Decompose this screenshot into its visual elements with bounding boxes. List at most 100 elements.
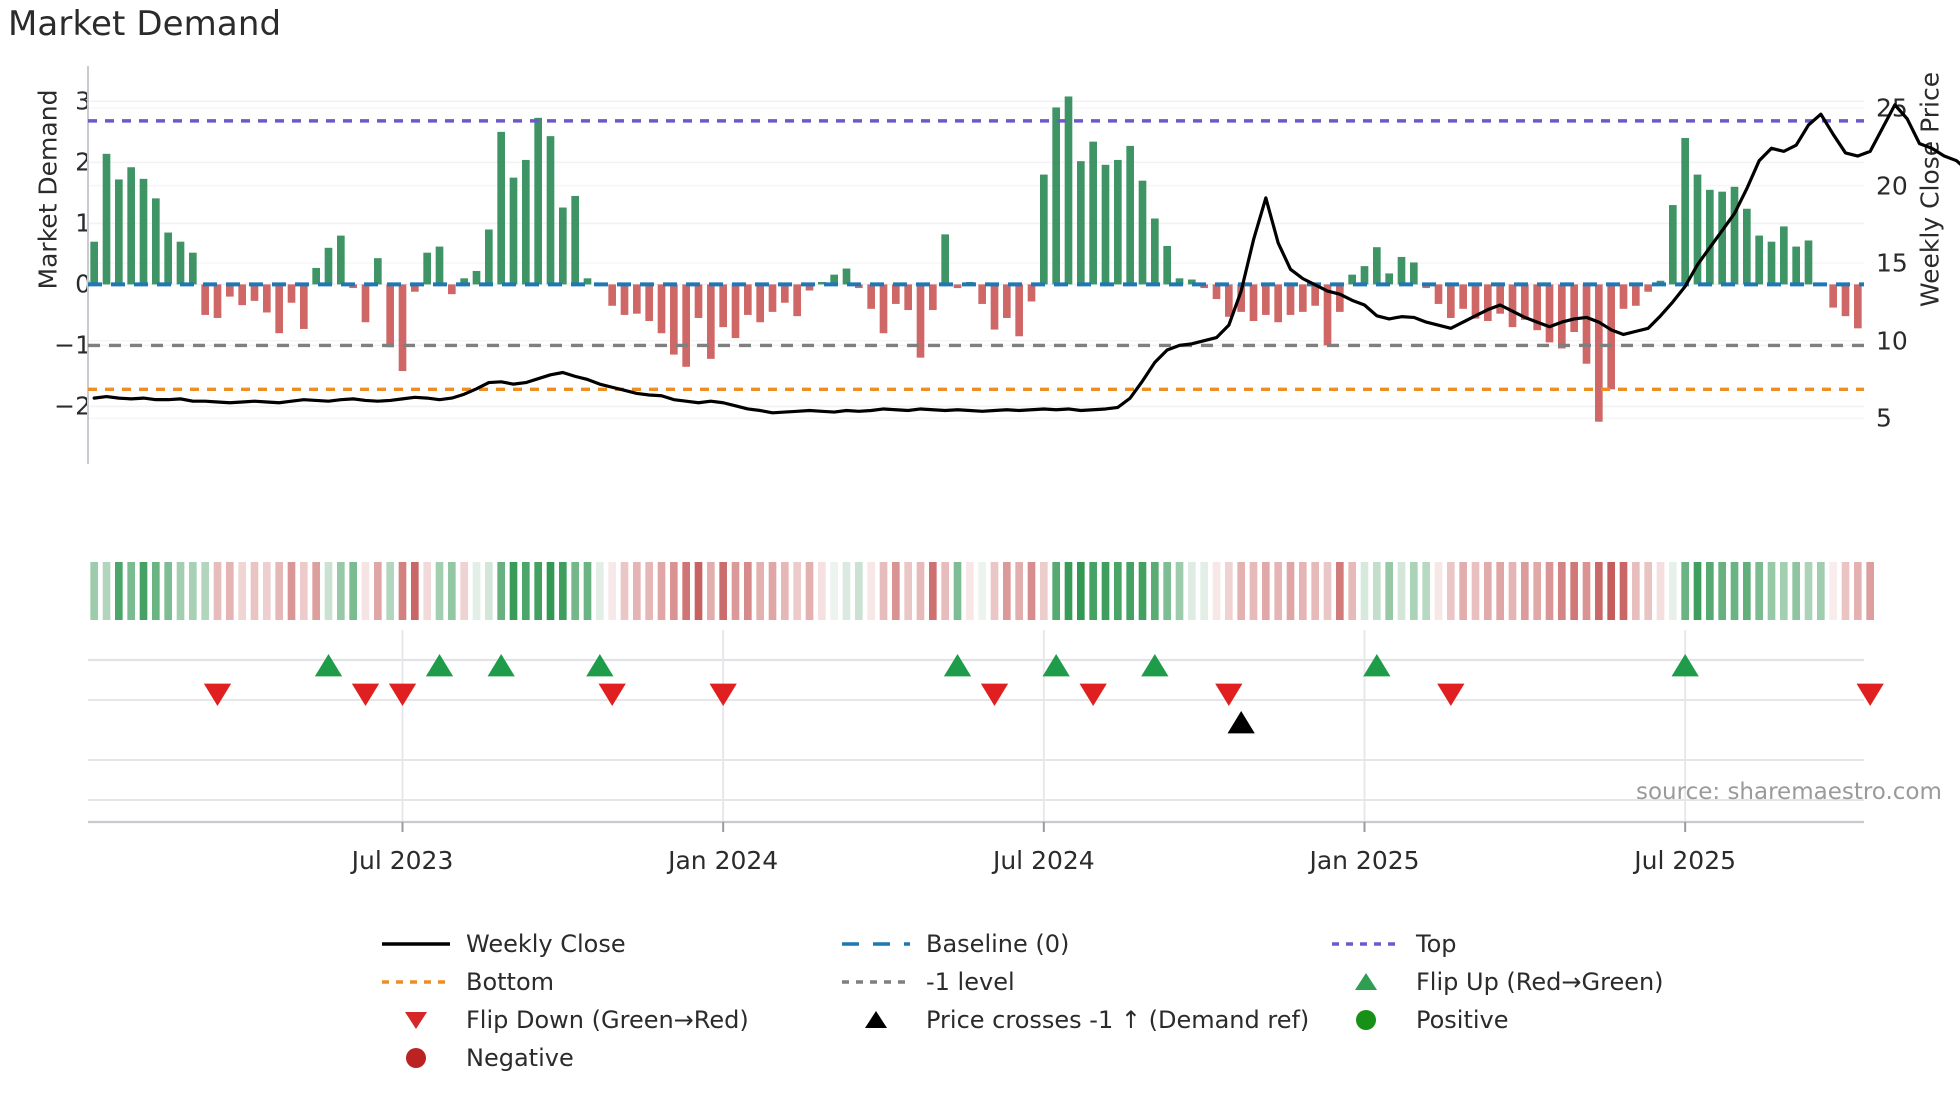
y-tick-label-left: −2 xyxy=(54,391,91,421)
heatmap-cell xyxy=(522,562,530,620)
demand-bar-negative xyxy=(805,284,814,291)
legend-label: Bottom xyxy=(466,968,555,996)
triangle-down-icon xyxy=(380,1007,452,1033)
heatmap-cell xyxy=(990,562,999,620)
heatmap-cell xyxy=(534,562,542,620)
demand-bar-positive xyxy=(830,274,838,285)
flip-up-marker xyxy=(1671,654,1699,677)
demand-bar-positive xyxy=(1064,96,1073,285)
heatmap-cell xyxy=(1299,562,1307,620)
heatmap-cell xyxy=(1718,562,1726,620)
flip-down-marker xyxy=(1437,683,1465,706)
heatmap-cell xyxy=(1126,562,1134,620)
demand-bar-positive xyxy=(1052,107,1060,285)
heatmap-cell xyxy=(966,562,974,620)
flip-down-marker xyxy=(709,683,737,706)
legend-item-baseline[interactable]: Baseline (0) xyxy=(840,925,1330,963)
demand-bar-positive xyxy=(1077,161,1085,285)
demand-bar-negative xyxy=(879,284,888,334)
heatmap-cell xyxy=(1249,562,1258,620)
demand-bar-negative xyxy=(1434,284,1443,304)
demand-bar-positive xyxy=(1780,226,1788,285)
demand-bar-positive xyxy=(1410,262,1418,285)
demand-bar-positive xyxy=(1669,205,1677,285)
demand-bar-positive xyxy=(1348,274,1356,285)
legend-item-negative[interactable]: Negative xyxy=(380,1039,840,1077)
y-tick-label-right: 10 xyxy=(1876,326,1908,356)
demand-bar-negative xyxy=(287,284,296,303)
heatmap-cell xyxy=(633,562,641,620)
heatmap-cell xyxy=(275,562,283,620)
demand-bar-negative xyxy=(1286,284,1295,315)
demand-bar-negative xyxy=(608,284,616,306)
demand-bar-positive xyxy=(1804,240,1813,285)
demand-bar-negative xyxy=(1841,284,1850,317)
demand-bar-positive xyxy=(176,241,185,285)
legend-label: Negative xyxy=(466,1044,574,1072)
heatmap-cell xyxy=(238,562,246,620)
legend-label: Price crosses -1 ↑ (Demand ref) xyxy=(926,1006,1310,1034)
heatmap-cell xyxy=(300,562,308,620)
legend-label: Weekly Close xyxy=(466,930,626,958)
heatmap-cell xyxy=(1410,562,1418,620)
demand-bar-positive xyxy=(583,278,592,285)
heatmap-cell xyxy=(855,562,863,620)
legend-label: Flip Down (Green→Red) xyxy=(466,1006,749,1034)
heatmap-cell xyxy=(571,562,579,620)
demand-bar-negative xyxy=(213,284,222,318)
heatmap-cell xyxy=(226,562,234,620)
demand-bar-negative xyxy=(448,284,456,295)
heatmap-cell xyxy=(608,562,616,620)
flip-down-marker xyxy=(1079,683,1107,706)
heatmap-cell xyxy=(1200,562,1208,620)
demand-bar-negative xyxy=(953,284,962,289)
demand-bar-positive xyxy=(1706,189,1714,285)
heatmap-cell xyxy=(152,562,160,620)
legend-item-flip-up[interactable]: Flip Up (Red→Green) xyxy=(1330,963,1700,1001)
demand-bar-negative xyxy=(1521,284,1529,320)
heatmap-cell xyxy=(1027,562,1036,620)
legend-item-bottom[interactable]: Bottom xyxy=(380,963,840,1001)
demand-bar-positive xyxy=(941,234,949,285)
heatmap-cell xyxy=(1545,562,1554,620)
heatmap-cell xyxy=(337,562,345,620)
triangle-up-icon xyxy=(840,1007,912,1033)
legend-item-positive[interactable]: Positive xyxy=(1330,1001,1700,1039)
heatmap-cell xyxy=(941,562,949,620)
demand-bar-negative xyxy=(793,284,801,317)
heatmap-cell xyxy=(164,562,172,620)
heatmap-cell xyxy=(768,562,777,620)
heatmap-cell xyxy=(1570,562,1578,620)
demand-bar-negative xyxy=(1262,284,1270,315)
heatmap-cell xyxy=(189,562,197,620)
heatmap-cell xyxy=(1693,562,1702,620)
demand-bar-negative xyxy=(904,284,912,311)
demand-bar-positive xyxy=(1163,245,1171,285)
heatmap-cell xyxy=(460,562,468,620)
heatmap-cell xyxy=(596,562,604,620)
heatmap-cell xyxy=(1780,562,1788,620)
demand-bar-negative xyxy=(1311,284,1319,306)
heatmap-cell xyxy=(830,562,838,620)
heatmap-cell xyxy=(1114,562,1122,620)
demand-bar-negative xyxy=(398,284,407,372)
heatmap-cell xyxy=(1644,562,1652,620)
legend-item-minus-1-level[interactable]: -1 level xyxy=(840,963,1330,1001)
legend-item-top[interactable]: Top xyxy=(1330,925,1700,963)
legend-item-flip-down[interactable]: Flip Down (Green→Red) xyxy=(380,1001,840,1039)
demand-bar-negative xyxy=(201,284,209,315)
heatmap-cell xyxy=(1730,562,1739,620)
flip-down-marker xyxy=(203,683,232,706)
heatmap-cell xyxy=(867,562,875,620)
demand-bar-negative xyxy=(263,284,271,313)
heatmap-cell xyxy=(1212,562,1221,620)
heatmap-cell xyxy=(250,562,259,620)
circle-icon xyxy=(380,1045,452,1071)
heatmap-cell xyxy=(349,562,357,620)
legend-item-weekly-close[interactable]: Weekly Close xyxy=(380,925,840,963)
heatmap-cell xyxy=(1188,562,1196,620)
x-tick-label: Jul 2024 xyxy=(992,846,1095,875)
legend-item-price-cross[interactable]: Price crosses -1 ↑ (Demand ref) xyxy=(840,1001,1330,1039)
demand-bar-negative xyxy=(250,284,259,301)
demand-bar-negative xyxy=(1459,284,1467,309)
